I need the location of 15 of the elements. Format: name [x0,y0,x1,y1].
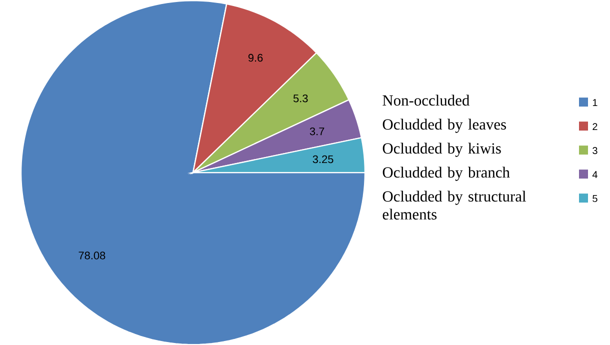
data-label: 78.08 [78,252,106,260]
legend-label: 3 [592,146,598,154]
text: Ocludded by structural elements [382,190,526,220]
data-label: 5.3 [293,94,308,102]
data-label: 3.7 [310,127,324,136]
legend-label: 1 [592,99,598,106]
legend-label: 5 [592,195,598,202]
legend-label: 4 [592,171,598,178]
text: Ocludded by leaves [382,118,506,133]
text: Ocludded by branch [382,166,510,181]
text: Non-occluded [382,94,470,106]
legend-label: 2 [592,123,598,130]
text: Ocludded by kiwis [382,142,501,157]
data-label: 3.25 [312,155,334,164]
data-label: 9.6 [248,54,263,62]
